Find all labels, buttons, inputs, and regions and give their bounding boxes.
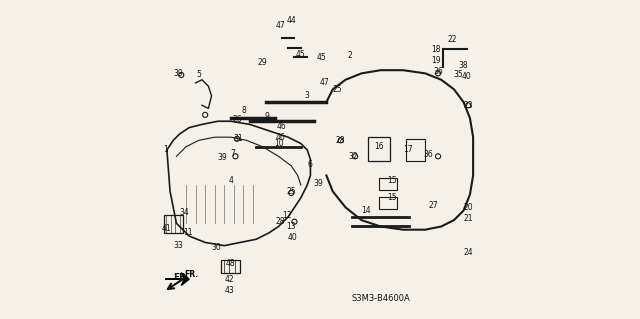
Text: 9: 9	[265, 112, 270, 121]
Text: 45: 45	[296, 50, 306, 59]
Text: 30: 30	[211, 243, 221, 252]
Text: 35: 35	[454, 70, 463, 79]
Text: 6: 6	[308, 160, 313, 169]
Text: 46: 46	[275, 133, 285, 142]
Text: 39: 39	[314, 179, 323, 188]
Text: 3: 3	[305, 91, 310, 100]
Text: 13: 13	[287, 222, 296, 231]
Text: 47: 47	[320, 78, 330, 87]
Text: 15: 15	[387, 176, 397, 185]
Text: 11: 11	[183, 228, 193, 237]
Text: 34: 34	[180, 208, 189, 217]
Text: 26: 26	[232, 115, 242, 124]
Text: 44: 44	[287, 16, 296, 25]
Text: 4: 4	[228, 176, 233, 185]
Text: 23: 23	[463, 101, 473, 110]
Text: S3M3-B4600A: S3M3-B4600A	[351, 294, 410, 303]
Text: 8: 8	[241, 106, 246, 115]
Text: 36: 36	[424, 150, 433, 159]
Text: 48: 48	[226, 259, 236, 268]
Text: 1: 1	[163, 145, 168, 154]
Text: 10: 10	[274, 139, 284, 148]
Text: 33: 33	[173, 241, 183, 250]
Text: 43: 43	[224, 286, 234, 295]
Text: 21: 21	[463, 214, 473, 223]
Text: 39: 39	[173, 69, 183, 78]
Text: 15: 15	[387, 193, 397, 202]
Text: 12: 12	[282, 211, 291, 220]
Text: 24: 24	[463, 248, 473, 256]
Text: 18: 18	[432, 45, 441, 54]
Polygon shape	[165, 273, 189, 286]
Text: 25: 25	[287, 187, 296, 196]
Text: 22: 22	[447, 35, 457, 44]
Text: 39: 39	[218, 153, 228, 162]
Text: 14: 14	[362, 206, 371, 215]
Text: 25: 25	[333, 85, 342, 94]
Text: 19: 19	[431, 56, 441, 65]
Text: 17: 17	[403, 145, 413, 154]
Text: 31: 31	[234, 134, 243, 143]
Text: 38: 38	[459, 61, 468, 70]
Text: 40: 40	[462, 72, 472, 81]
Text: FR.: FR.	[184, 271, 198, 279]
Text: 27: 27	[428, 201, 438, 210]
Text: 46: 46	[277, 122, 287, 130]
Text: 41: 41	[162, 224, 172, 233]
Text: 7: 7	[230, 149, 235, 158]
Text: 16: 16	[374, 142, 384, 151]
Text: 2: 2	[348, 51, 353, 60]
Text: 28: 28	[275, 217, 285, 226]
Text: FR.: FR.	[173, 273, 189, 282]
Text: 45: 45	[317, 53, 326, 62]
Text: 5: 5	[196, 70, 201, 79]
Text: 32: 32	[349, 152, 358, 161]
Text: 42: 42	[224, 275, 234, 284]
Text: 47: 47	[275, 21, 285, 30]
Text: 20: 20	[463, 203, 473, 212]
Text: 36: 36	[433, 67, 443, 76]
Text: 29: 29	[258, 58, 268, 67]
Text: 28: 28	[336, 136, 346, 145]
Text: 40: 40	[288, 233, 298, 242]
